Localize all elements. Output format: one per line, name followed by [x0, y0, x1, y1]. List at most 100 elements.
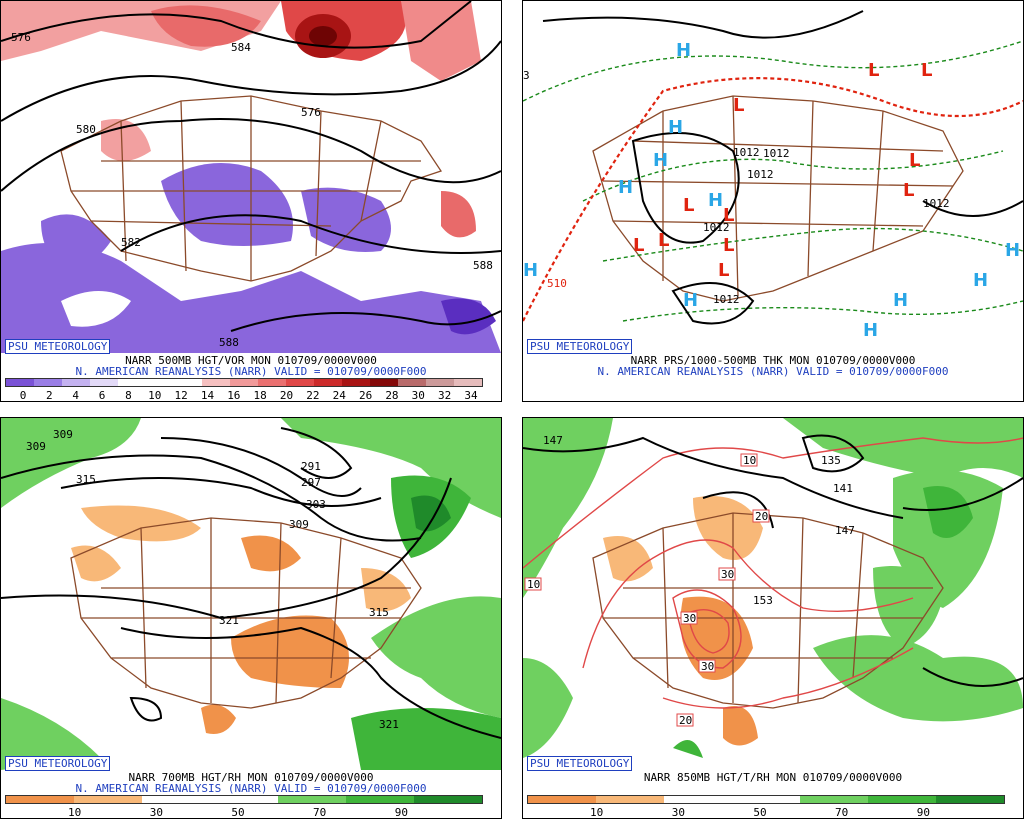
colorbar-swatch — [90, 379, 118, 386]
svg-text:309: 309 — [53, 428, 73, 441]
low-marker: L — [683, 195, 694, 216]
colorbar-tick-label: 20 — [279, 389, 294, 402]
colorbar-tick-label: 12 — [174, 389, 188, 402]
colorbar-swatch — [664, 796, 732, 803]
colorbar-swatch — [6, 796, 74, 803]
low-marker: L — [633, 235, 644, 256]
svg-text:3: 3 — [523, 69, 530, 82]
high-marker: H — [653, 150, 668, 171]
svg-text:10: 10 — [743, 454, 756, 467]
panel-500mb-hgt-vor: 576 584 580 576 582 588 588 PSU METEOROL… — [0, 0, 502, 402]
colorbar-tick-label: 4 — [72, 389, 80, 402]
freezing-thickness — [523, 77, 1023, 322]
svg-text:10: 10 — [527, 578, 540, 591]
highs: H H H H H H H H H H H — [523, 40, 1020, 341]
svg-text:20: 20 — [679, 714, 692, 727]
high-marker: H — [708, 190, 723, 211]
low-marker: L — [718, 260, 729, 281]
colorbar-swatch — [6, 379, 34, 386]
high-marker: H — [523, 260, 538, 281]
panel-pressure-thickness: 1012 1012 1012 1012 1012 1012 510 3 H H … — [522, 0, 1024, 402]
reanalysis-line: N. AMERICAN REANALYSIS (NARR) VALID = 01… — [75, 782, 427, 795]
colorbar-ticks: 10 30 50 70 90 — [527, 806, 1005, 819]
colorbar-tick-label: 32 — [438, 389, 452, 402]
lows: L L L L L L L L L L L — [633, 60, 932, 281]
colorbar-swatch — [34, 379, 62, 386]
colorbar-tick-label: 90 — [916, 806, 930, 819]
state-borders — [70, 517, 422, 709]
colorbar — [527, 795, 1005, 804]
colorbar-swatch — [342, 379, 370, 386]
svg-text:588: 588 — [473, 259, 493, 272]
svg-text:30: 30 — [683, 612, 696, 625]
high-marker: H — [668, 117, 683, 138]
svg-text:584: 584 — [231, 41, 251, 54]
height-contours — [1, 427, 501, 739]
svg-text:576: 576 — [301, 106, 321, 119]
colorbar-tick-label: 10 — [590, 806, 604, 819]
colorbar-tick-label: 30 — [671, 806, 685, 819]
low-marker: L — [658, 230, 669, 251]
state-borders — [60, 95, 443, 282]
svg-text:309: 309 — [26, 440, 46, 453]
colorbar-tick-label: 50 — [231, 806, 245, 819]
temperature-labels: 10 20 10 30 30 30 20 — [524, 453, 770, 727]
colorbar-tick-label: 30 — [149, 806, 163, 819]
svg-text:582: 582 — [121, 236, 141, 249]
low-marker: L — [733, 95, 744, 116]
colorbar — [5, 378, 483, 387]
svg-text:580: 580 — [76, 123, 96, 136]
rh-700-map: 309 309 315 291 297 303 309 315 321 321 — [1, 418, 501, 770]
colorbar-swatch — [62, 379, 90, 386]
svg-text:30: 30 — [701, 660, 714, 673]
svg-text:315: 315 — [76, 473, 96, 486]
colorbar-swatch — [454, 379, 482, 386]
svg-text:510: 510 — [547, 277, 567, 290]
svg-text:1012: 1012 — [703, 221, 730, 234]
colorbar-tick-label: 90 — [394, 806, 408, 819]
vorticity-map: 576 584 580 576 582 588 588 — [1, 1, 501, 353]
svg-text:1012: 1012 — [747, 168, 774, 181]
height-contours — [523, 434, 1023, 687]
colorbar-tick-label: 6 — [98, 389, 106, 402]
panel-title: NARR 500MB HGT/VOR MON 010709/0000V000 — [125, 354, 377, 367]
svg-text:147: 147 — [543, 434, 563, 447]
svg-text:315: 315 — [369, 606, 389, 619]
thickness-contours — [523, 40, 1023, 322]
colorbar-swatch — [174, 379, 202, 386]
brand-label: PSU METEOROLOGY — [527, 756, 633, 771]
high-marker: H — [973, 270, 988, 291]
svg-text:303: 303 — [306, 498, 326, 511]
colorbar-tick-label: 22 — [306, 389, 320, 402]
colorbar-tick-label: 28 — [385, 389, 399, 402]
svg-text:1012: 1012 — [763, 147, 790, 160]
colorbar-swatch — [258, 379, 286, 386]
svg-text:321: 321 — [219, 614, 239, 627]
colorbar-tick-label: 26 — [358, 389, 373, 402]
temperature-contours — [523, 437, 1023, 709]
low-marker: L — [868, 60, 879, 81]
pressure-map: 1012 1012 1012 1012 1012 1012 510 3 H H … — [523, 1, 1023, 353]
colorbar-swatch — [370, 379, 398, 386]
svg-text:309: 309 — [289, 518, 309, 531]
colorbar-swatch — [346, 796, 414, 803]
rh-850-map: 147 135 141 147 153 10 20 10 30 30 30 20 — [523, 418, 1023, 770]
colorbar-tick-label: 0 — [19, 389, 27, 402]
colorbar-tick-label: 8 — [125, 389, 132, 402]
colorbar-tick-label: 30 — [411, 389, 425, 402]
colorbar-swatch — [314, 379, 342, 386]
svg-text:321: 321 — [379, 718, 399, 731]
colorbar-ticks: 10 30 50 70 90 — [5, 806, 483, 819]
colorbar-swatch — [146, 379, 174, 386]
rh-shading — [1, 418, 501, 770]
vorticity-shading — [1, 1, 501, 353]
svg-text:147: 147 — [835, 524, 855, 537]
svg-text:135: 135 — [821, 454, 841, 467]
colorbar-swatch — [286, 379, 314, 386]
reanalysis-line: N. AMERICAN REANALYSIS (NARR) VALID = 01… — [75, 365, 427, 378]
svg-text:291: 291 — [301, 460, 321, 473]
svg-text:1012: 1012 — [733, 146, 760, 159]
colorbar-swatch — [732, 796, 800, 803]
low-marker: L — [723, 205, 734, 226]
colorbar-swatch — [800, 796, 868, 803]
